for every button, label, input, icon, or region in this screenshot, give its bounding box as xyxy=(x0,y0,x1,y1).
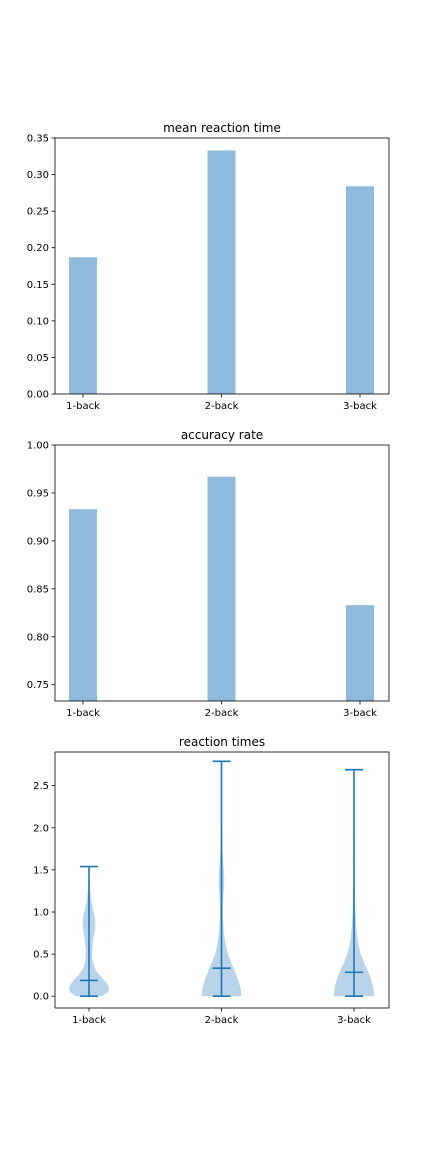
y-tick-label: 0.35 xyxy=(27,134,49,145)
bar-2-back xyxy=(207,476,236,701)
panel-mean-reaction-time: mean reaction time 0.000.050.100.150.200… xyxy=(27,121,390,412)
y-tick-label: 1.00 xyxy=(27,441,49,452)
y-axis: 0.0 0.5 1.0 1.5 2.0 2.5 xyxy=(33,781,55,1003)
x-axis: 1-back 2-back 3-back xyxy=(66,701,377,719)
x-tick-label: 2-back xyxy=(205,708,239,719)
chart-title: accuracy rate xyxy=(181,428,263,442)
y-tick-label: 0.15 xyxy=(27,280,49,291)
y-tick-label: 0.85 xyxy=(27,584,49,595)
y-axis: 0.00 0.05 0.10 0.15 0.20 0.25 0.30 0.35 xyxy=(27,134,55,401)
y-tick-label: 0.0 xyxy=(33,992,49,1003)
y-tick-label: 0.05 xyxy=(27,353,49,364)
y-tick-label: 0.80 xyxy=(27,632,49,643)
x-tick-label: 1-back xyxy=(72,1015,106,1026)
chart-title: mean reaction time xyxy=(163,121,281,135)
bar-3-back xyxy=(346,605,374,701)
bar-2-back xyxy=(207,150,236,394)
bars xyxy=(69,476,374,701)
x-tick-label: 3-back xyxy=(343,401,377,412)
chart-title: reaction times xyxy=(179,735,265,749)
bar-3-back xyxy=(346,186,374,394)
y-tick-label: 0.90 xyxy=(27,536,49,547)
bar-1-back xyxy=(69,257,97,394)
x-tick-label: 1-back xyxy=(66,401,100,412)
y-tick-label: 1.5 xyxy=(33,865,49,876)
panel-accuracy-rate: accuracy rate 0.75 0.80 0.85 0.90 0.95 1.00 1… xyxy=(27,428,390,719)
bars xyxy=(69,150,374,394)
y-tick-label: 0.10 xyxy=(27,316,49,327)
y-tick-label: 0.95 xyxy=(27,488,49,499)
x-tick-label: 3-back xyxy=(337,1015,371,1026)
y-tick-label: 1.0 xyxy=(33,908,49,919)
plot-frame xyxy=(54,444,390,702)
plot-frame xyxy=(54,751,390,1009)
y-tick-label: 0.20 xyxy=(27,243,49,254)
y-axis: 0.75 0.80 0.85 0.90 0.95 1.00 xyxy=(27,441,55,691)
plot-frame xyxy=(54,137,390,395)
violins xyxy=(69,760,374,998)
x-axis: 1-back 2-back 3-back xyxy=(72,1008,371,1026)
bar-1-back xyxy=(69,509,97,701)
x-tick-label: 2-back xyxy=(205,401,239,412)
x-tick-label: 1-back xyxy=(66,708,100,719)
y-tick-label: 0.75 xyxy=(27,680,49,691)
y-tick-label: 0.00 xyxy=(27,390,49,401)
y-tick-label: 0.30 xyxy=(27,170,49,181)
y-tick-label: 0.25 xyxy=(27,207,49,218)
y-tick-label: 2.0 xyxy=(33,823,49,834)
x-tick-label: 2-back xyxy=(205,1015,239,1026)
x-axis: 1-back 2-back 3-back xyxy=(66,394,377,412)
panel-reaction-times: reaction times 0.0 0.5 1.0 1.5 2.0 2.5 1-back… xyxy=(33,735,390,1026)
y-tick-label: 0.5 xyxy=(33,950,49,961)
x-tick-label: 3-back xyxy=(343,708,377,719)
y-tick-label: 2.5 xyxy=(33,781,49,792)
